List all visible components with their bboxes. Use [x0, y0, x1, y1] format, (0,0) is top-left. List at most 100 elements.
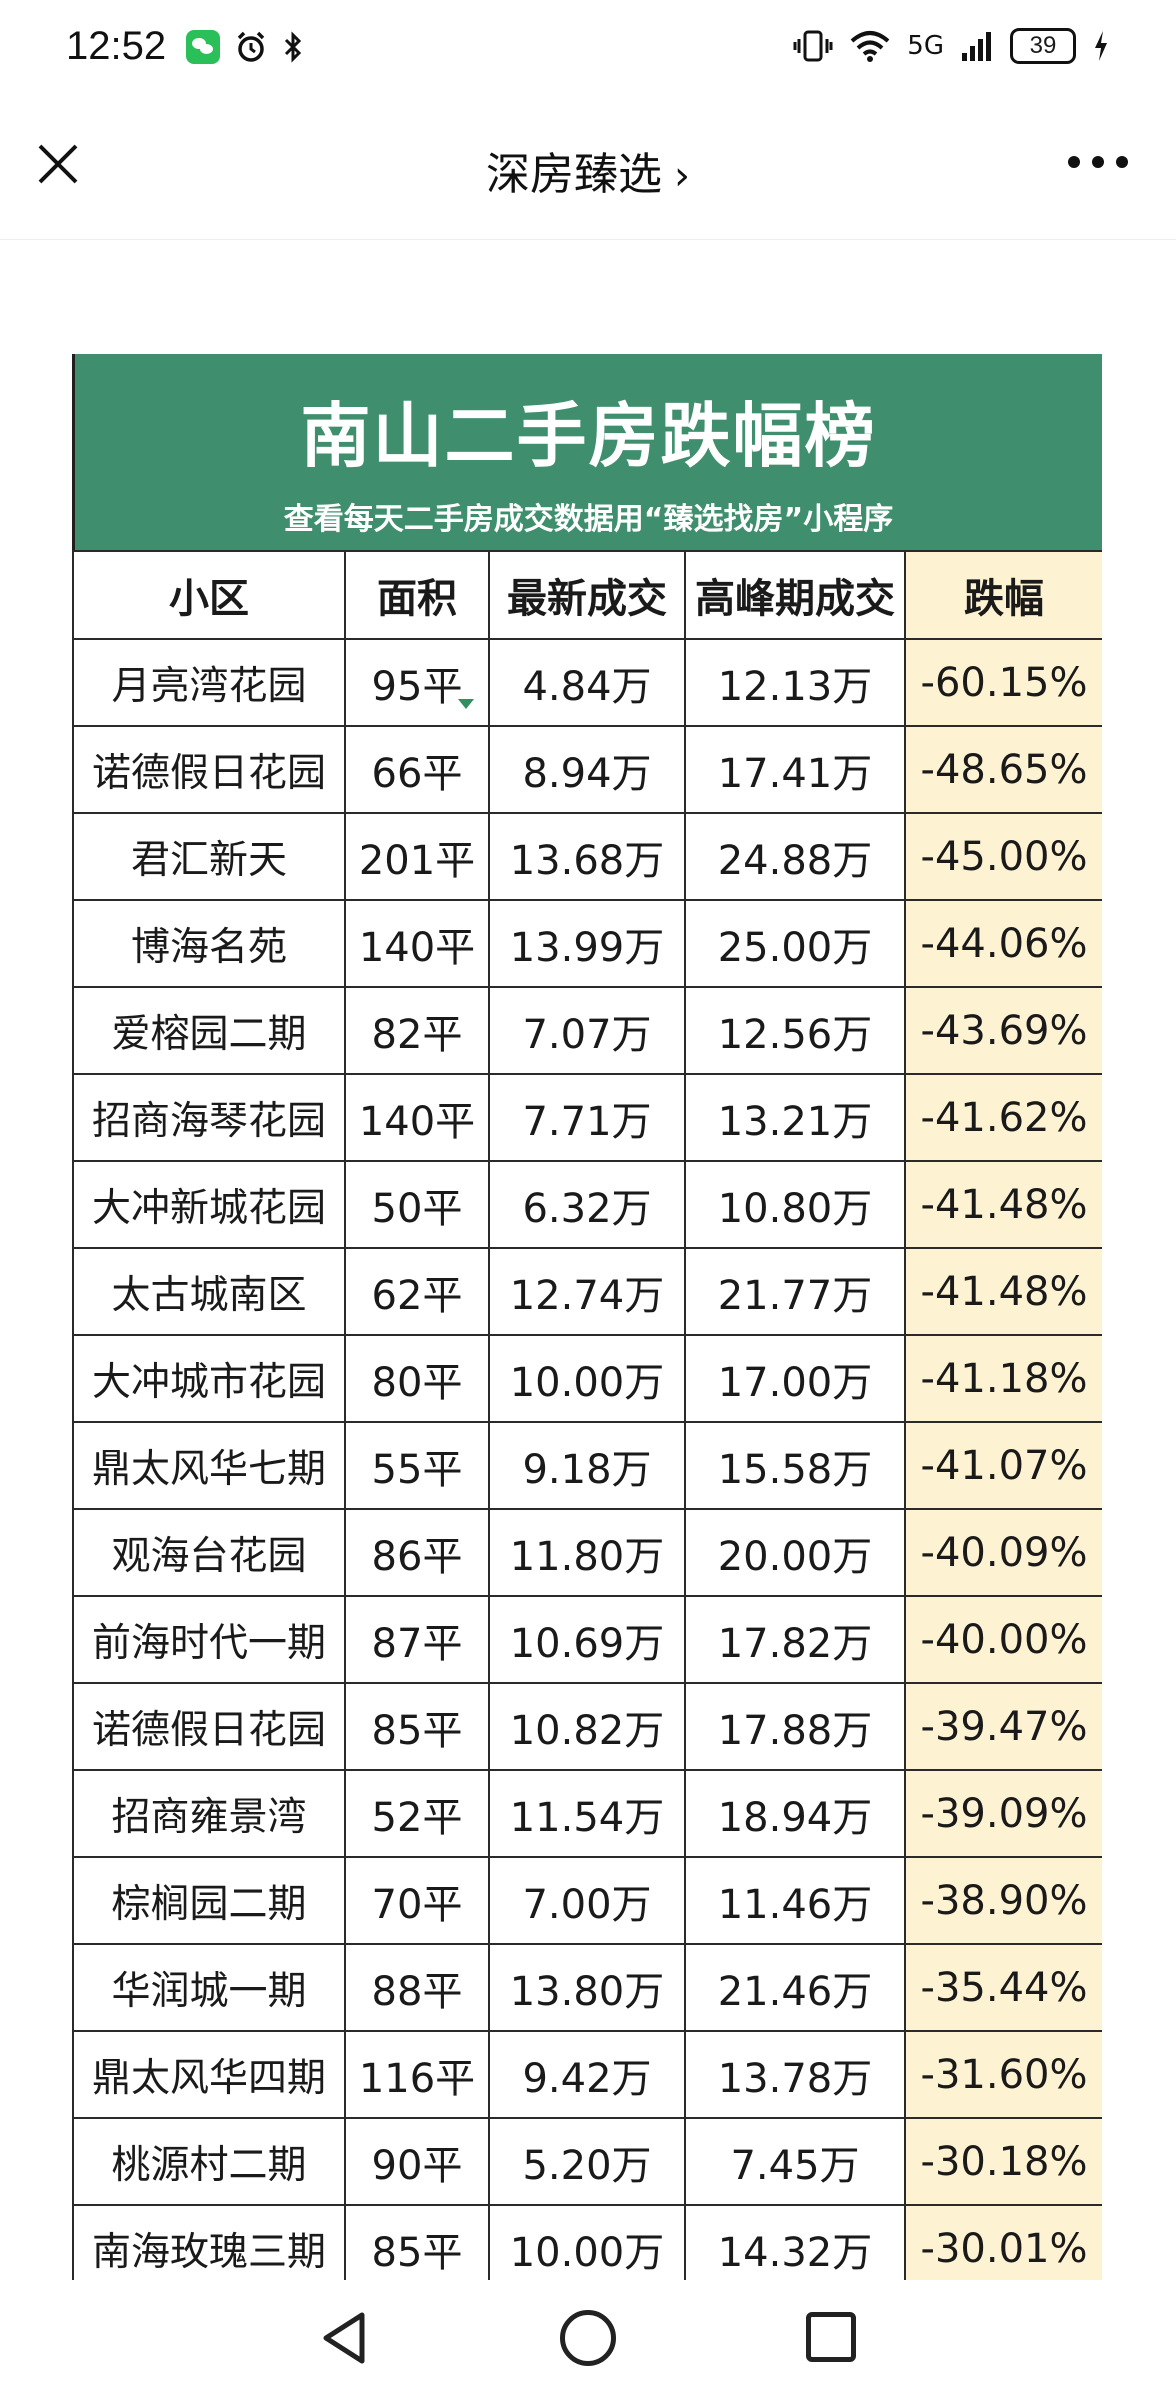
- cell-peak-price: 17.88万: [684, 1682, 906, 1771]
- cell-peak-price: 13.78万: [684, 2030, 906, 2119]
- cell-drop-percent: -44.06%: [904, 899, 1102, 988]
- nav-bar: 深房臻选 ›: [0, 100, 1176, 240]
- cell-latest-price: 13.80万: [488, 1943, 686, 2032]
- cell-area: 62平: [344, 1247, 490, 1336]
- table-row: 月亮湾花园 95平 4.84万 12.13万 -60.15%: [72, 638, 1102, 727]
- cell-peak-price: 25.00万: [684, 899, 906, 988]
- recent-square-icon[interactable]: [806, 2312, 856, 2362]
- close-icon[interactable]: [34, 140, 82, 188]
- filter-dropdown-icon: [458, 699, 474, 709]
- nav-title-text: 深房臻选: [486, 149, 662, 200]
- more-dot: [1116, 156, 1128, 168]
- cell-peak-price: 15.58万: [684, 1421, 906, 1510]
- back-triangle-icon[interactable]: [318, 2310, 370, 2366]
- cell-community-name: 招商雍景湾: [72, 1769, 346, 1858]
- cell-peak-price: 21.46万: [684, 1943, 906, 2032]
- more-icon[interactable]: [1068, 156, 1128, 170]
- bluetooth-icon: [284, 31, 302, 63]
- cell-drop-percent: -60.15%: [904, 638, 1102, 727]
- cell-latest-price: 11.54万: [488, 1769, 686, 1858]
- wechat-icon: [186, 30, 220, 64]
- status-left-icons: [186, 30, 304, 64]
- charging-icon: [1095, 31, 1107, 61]
- cell-peak-price: 17.82万: [684, 1595, 906, 1684]
- cell-drop-percent: -43.69%: [904, 986, 1102, 1075]
- header-area: 面积: [344, 550, 490, 640]
- cell-latest-price: 10.00万: [488, 1334, 686, 1423]
- cell-latest-price: 10.69万: [488, 1595, 686, 1684]
- table-row: 华润城一期 88平 13.80万 21.46万 -35.44%: [72, 1943, 1102, 2032]
- cell-drop-percent: -39.47%: [904, 1682, 1102, 1771]
- cell-area: 80平: [344, 1334, 490, 1423]
- cell-area: 90平: [344, 2117, 490, 2206]
- cell-latest-price: 6.32万: [488, 1160, 686, 1249]
- signal-icon: [962, 32, 991, 61]
- cell-area: 116平: [344, 2030, 490, 2119]
- cell-area: 201平: [344, 812, 490, 901]
- cell-peak-price: 12.13万: [684, 638, 906, 727]
- status-bar: 12:52 5G 39: [0, 0, 1176, 100]
- table-row: 诺德假日花园 66平 8.94万 17.41万 -48.65%: [72, 725, 1102, 814]
- cell-community-name: 诺德假日花园: [72, 1682, 346, 1771]
- chevron-right-icon: ›: [674, 153, 690, 199]
- cell-community-name: 观海台花园: [72, 1508, 346, 1597]
- cell-community-name: 华润城一期: [72, 1943, 346, 2032]
- cell-latest-price: 9.18万: [488, 1421, 686, 1510]
- table-row: 鼎太风华七期 55平 9.18万 15.58万 -41.07%: [72, 1421, 1102, 1510]
- cell-peak-price: 18.94万: [684, 1769, 906, 1858]
- status-right-icons: 5G 39: [793, 28, 1110, 64]
- cell-drop-percent: -40.09%: [904, 1508, 1102, 1597]
- table-row: 鼎太风华四期 116平 9.42万 13.78万 -31.60%: [72, 2030, 1102, 2119]
- cell-community-name: 大冲新城花园: [72, 1160, 346, 1249]
- cell-latest-price: 13.68万: [488, 812, 686, 901]
- vibrate-icon: [793, 30, 833, 62]
- banner-subtitle: 查看每天二手房成交数据用“臻选找房”小程序: [283, 502, 894, 537]
- ranking-banner: 南山二手房跌幅榜 查看每天二手房成交数据用“臻选找房”小程序: [72, 354, 1102, 550]
- cell-peak-price: 10.80万: [684, 1160, 906, 1249]
- banner-title: 南山二手房跌幅榜: [300, 395, 877, 477]
- cell-drop-percent: -30.18%: [904, 2117, 1102, 2206]
- cell-community-name: 前海时代一期: [72, 1595, 346, 1684]
- cell-area: 85平: [344, 1682, 490, 1771]
- table-row: 君汇新天 201平 13.68万 24.88万 -45.00%: [72, 812, 1102, 901]
- cell-latest-price: 12.74万: [488, 1247, 686, 1336]
- nav-title[interactable]: 深房臻选 ›: [0, 138, 1176, 202]
- cell-peak-price: 21.77万: [684, 1247, 906, 1336]
- cell-area: 140平: [344, 1073, 490, 1162]
- cell-drop-percent: -40.00%: [904, 1595, 1102, 1684]
- cell-community-name: 博海名苑: [72, 899, 346, 988]
- cell-peak-price: 12.56万: [684, 986, 906, 1075]
- cell-latest-price: 4.84万: [488, 638, 686, 727]
- cell-community-name: 棕榈园二期: [72, 1856, 346, 1945]
- cell-community-name: 诺德假日花园: [72, 725, 346, 814]
- cell-peak-price: 11.46万: [684, 1856, 906, 1945]
- header-community: 小区: [72, 550, 346, 640]
- article-image: 南山二手房跌幅榜 查看每天二手房成交数据用“臻选找房”小程序 小区 面积 最新成…: [72, 354, 1102, 2280]
- header-latest-price: 最新成交: [488, 550, 686, 640]
- cell-drop-percent: -30.01%: [904, 2204, 1102, 2280]
- cell-community-name: 爱榕园二期: [72, 986, 346, 1075]
- cell-latest-price: 13.99万: [488, 899, 686, 988]
- table-row: 观海台花园 86平 11.80万 20.00万 -40.09%: [72, 1508, 1102, 1597]
- cell-community-name: 君汇新天: [72, 812, 346, 901]
- cell-area: 87平: [344, 1595, 490, 1684]
- cell-peak-price: 20.00万: [684, 1508, 906, 1597]
- cell-area: 55平: [344, 1421, 490, 1510]
- table-row: 前海时代一期 87平 10.69万 17.82万 -40.00%: [72, 1595, 1102, 1684]
- cell-drop-percent: -35.44%: [904, 1943, 1102, 2032]
- cell-community-name: 鼎太风华七期: [72, 1421, 346, 1510]
- home-circle-icon[interactable]: [560, 2310, 616, 2366]
- table-row: 诺德假日花园 85平 10.82万 17.88万 -39.47%: [72, 1682, 1102, 1771]
- cell-drop-percent: -48.65%: [904, 725, 1102, 814]
- cell-latest-price: 11.80万: [488, 1508, 686, 1597]
- cell-latest-price: 8.94万: [488, 725, 686, 814]
- cell-area: 50平: [344, 1160, 490, 1249]
- wifi-icon: [850, 31, 890, 62]
- cell-drop-percent: -38.90%: [904, 1856, 1102, 1945]
- cell-drop-percent: -31.60%: [904, 2030, 1102, 2119]
- table-row: 招商海琴花园 140平 7.71万 13.21万 -41.62%: [72, 1073, 1102, 1162]
- table-row: 太古城南区 62平 12.74万 21.77万 -41.48%: [72, 1247, 1102, 1336]
- cell-peak-price: 7.45万: [684, 2117, 906, 2206]
- cell-community-name: 招商海琴花园: [72, 1073, 346, 1162]
- cell-area: 140平: [344, 899, 490, 988]
